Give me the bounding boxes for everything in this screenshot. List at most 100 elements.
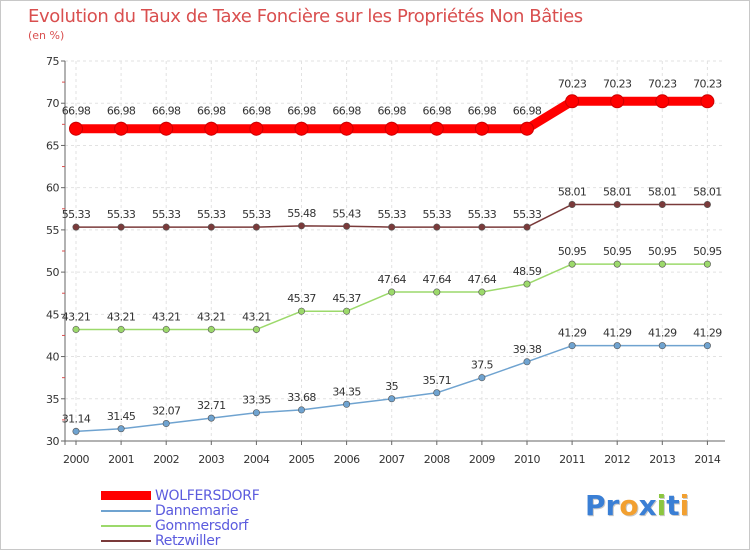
data-label-gommersdorf: 43.21 bbox=[242, 310, 271, 323]
data-label-retzwiller: 55.33 bbox=[152, 208, 181, 221]
data-point-dannemarie bbox=[207, 414, 215, 422]
data-point-retzwiller bbox=[117, 223, 125, 231]
data-point-wolfersdorf bbox=[294, 121, 309, 136]
data-label-dannemarie: 31.45 bbox=[107, 410, 136, 423]
data-label-wolfersdorf: 66.98 bbox=[242, 105, 271, 118]
data-label-dannemarie: 32.71 bbox=[197, 399, 226, 412]
data-label-dannemarie: 37.5 bbox=[471, 359, 494, 372]
data-label-retzwiller: 55.33 bbox=[423, 208, 452, 221]
data-point-dannemarie bbox=[162, 420, 170, 428]
data-label-wolfersdorf: 66.98 bbox=[332, 105, 361, 118]
data-label-retzwiller: 55.43 bbox=[332, 207, 361, 220]
legend-item-dannemarie: Dannemarie bbox=[101, 502, 259, 519]
data-label-retzwiller: 55.33 bbox=[197, 208, 226, 221]
data-point-retzwiller bbox=[72, 223, 80, 231]
data-point-retzwiller bbox=[523, 223, 531, 231]
data-point-dannemarie bbox=[117, 425, 125, 433]
data-point-gommersdorf bbox=[297, 307, 305, 315]
data-point-wolfersdorf bbox=[69, 121, 83, 136]
data-label-retzwiller: 58.01 bbox=[558, 185, 587, 198]
x-tick-label: 2012 bbox=[604, 453, 630, 466]
y-tick-label: 70 bbox=[46, 97, 59, 110]
data-label-retzwiller: 58.01 bbox=[603, 185, 632, 198]
x-tick-label: 2003 bbox=[198, 453, 224, 466]
data-point-gommersdorf bbox=[343, 307, 351, 315]
legend-swatch bbox=[101, 509, 151, 512]
data-label-wolfersdorf: 70.23 bbox=[648, 77, 677, 90]
data-point-dannemarie bbox=[703, 342, 711, 350]
logo-letter: t bbox=[666, 489, 680, 522]
y-tick-label: 45 bbox=[46, 308, 59, 321]
data-label-retzwiller: 55.33 bbox=[513, 208, 542, 221]
y-tick-label: 75 bbox=[46, 55, 59, 68]
data-label-gommersdorf: 50.95 bbox=[558, 245, 587, 258]
data-point-gommersdorf bbox=[568, 260, 576, 268]
data-point-dannemarie bbox=[613, 342, 621, 350]
data-label-gommersdorf: 43.21 bbox=[62, 310, 91, 323]
data-label-gommersdorf: 50.95 bbox=[693, 245, 722, 258]
logo-letter: P bbox=[585, 489, 606, 522]
x-tick-label: 2005 bbox=[289, 453, 315, 466]
data-label-wolfersdorf: 70.23 bbox=[693, 77, 722, 90]
data-label-gommersdorf: 48.59 bbox=[513, 265, 542, 278]
data-label-gommersdorf: 47.64 bbox=[377, 273, 406, 286]
data-label-dannemarie: 41.29 bbox=[693, 327, 722, 340]
x-tick-label: 2010 bbox=[514, 453, 540, 466]
data-label-dannemarie: 33.68 bbox=[287, 391, 316, 404]
data-point-wolfersdorf bbox=[474, 121, 489, 136]
data-point-retzwiller bbox=[343, 222, 351, 230]
data-label-retzwiller: 58.01 bbox=[648, 185, 677, 198]
y-tick-label: 35 bbox=[46, 393, 59, 406]
data-label-wolfersdorf: 66.98 bbox=[377, 105, 406, 118]
data-point-wolfersdorf bbox=[520, 121, 534, 136]
legend-swatch bbox=[101, 524, 151, 527]
x-tick-label: 2013 bbox=[649, 453, 675, 466]
data-point-wolfersdorf bbox=[700, 94, 715, 109]
data-point-wolfersdorf bbox=[384, 121, 399, 136]
data-point-dannemarie bbox=[568, 342, 576, 350]
data-point-retzwiller bbox=[613, 200, 621, 208]
data-point-retzwiller bbox=[433, 223, 441, 231]
legend-item-gommersdorf: Gommersdorf bbox=[101, 518, 259, 534]
data-point-gommersdorf bbox=[72, 325, 80, 333]
data-label-gommersdorf: 43.21 bbox=[197, 310, 226, 323]
data-point-dannemarie bbox=[297, 406, 305, 414]
y-tick-label: 55 bbox=[46, 224, 59, 237]
y-tick-label: 50 bbox=[46, 266, 59, 279]
data-point-dannemarie bbox=[478, 374, 486, 382]
x-tick-label: 2008 bbox=[424, 453, 450, 466]
data-point-wolfersdorf bbox=[114, 121, 129, 136]
data-point-wolfersdorf bbox=[655, 94, 670, 109]
legend-label: Dannemarie bbox=[155, 502, 239, 519]
data-label-gommersdorf: 50.95 bbox=[648, 245, 677, 258]
legend-item-retzwiller: Retzwiller bbox=[101, 533, 259, 549]
data-label-retzwiller: 55.33 bbox=[107, 208, 136, 221]
data-point-gommersdorf bbox=[252, 325, 260, 333]
data-point-gommersdorf bbox=[207, 325, 215, 333]
logo-letter: i bbox=[656, 489, 667, 522]
data-label-gommersdorf: 43.21 bbox=[152, 310, 181, 323]
data-point-retzwiller bbox=[658, 200, 666, 208]
data-label-dannemarie: 35 bbox=[385, 380, 398, 393]
data-label-gommersdorf: 47.64 bbox=[468, 273, 497, 286]
data-label-dannemarie: 32.07 bbox=[152, 405, 181, 418]
y-tick-label: 65 bbox=[46, 139, 59, 152]
data-point-gommersdorf bbox=[613, 260, 621, 268]
data-point-retzwiller bbox=[388, 223, 396, 231]
data-point-gommersdorf bbox=[523, 280, 531, 288]
data-label-dannemarie: 41.29 bbox=[648, 327, 677, 340]
x-tick-label: 2001 bbox=[108, 453, 134, 466]
data-label-wolfersdorf: 66.98 bbox=[287, 105, 316, 118]
data-point-wolfersdorf bbox=[204, 121, 219, 136]
legend-label: WOLFERSDORF bbox=[155, 487, 260, 504]
data-label-dannemarie: 33.35 bbox=[242, 394, 271, 407]
x-tick-label: 2006 bbox=[334, 453, 360, 466]
proxiti-logo: Proxiti bbox=[585, 489, 689, 522]
data-point-gommersdorf bbox=[433, 288, 441, 296]
data-point-retzwiller bbox=[568, 200, 576, 208]
x-tick-label: 2002 bbox=[153, 453, 179, 466]
data-point-wolfersdorf bbox=[610, 94, 625, 109]
data-point-dannemarie bbox=[433, 389, 441, 397]
data-point-gommersdorf bbox=[162, 325, 170, 333]
